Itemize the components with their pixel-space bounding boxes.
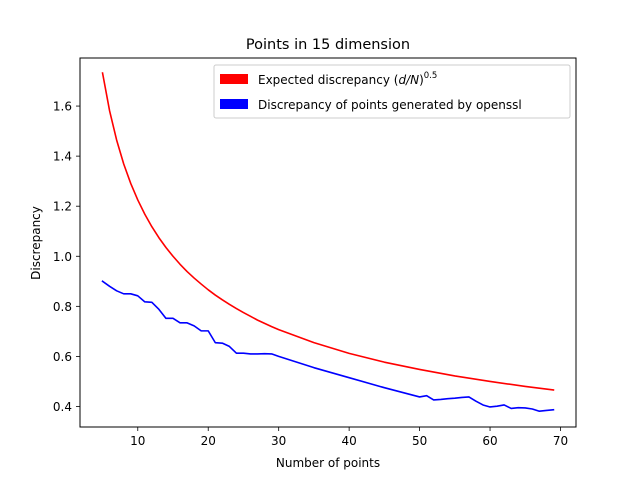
y-tick-label: 1.2 xyxy=(53,200,72,214)
plot-frame xyxy=(79,57,577,428)
series-line-1 xyxy=(101,280,555,413)
legend-swatch-openssl xyxy=(220,99,248,109)
y-tick-label: 1.6 xyxy=(53,100,72,114)
y-tick-label: 0.4 xyxy=(53,400,72,414)
y-tick-label: 1.0 xyxy=(53,250,72,264)
chart-title: Points in 15 dimension xyxy=(246,37,410,53)
y-tick-label: 0.6 xyxy=(53,350,72,364)
y-tick-label: 1.4 xyxy=(53,150,72,164)
x-tick-label: 10 xyxy=(130,434,145,448)
legend: Expected discrepancy (d/N)0.5 Discrepanc… xyxy=(213,64,571,119)
legend-swatch-expected xyxy=(220,74,248,84)
x-tick-label: 60 xyxy=(482,434,497,448)
x-tick-label: 30 xyxy=(271,434,286,448)
legend-label-openssl: Discrepancy of points generated by opens… xyxy=(258,98,522,112)
y-axis-label: Discrepancy xyxy=(29,206,43,280)
legend-label-expected: Expected discrepancy (d/N)0.5 xyxy=(258,71,437,87)
y-tick-label: 0.8 xyxy=(53,300,72,314)
ticks-layer: 10 20 30 40 50 60 70 0.4 0.6 0.8 1.0 1.2 1.4 1.6 xyxy=(53,100,568,448)
series-layer xyxy=(101,72,555,413)
x-tick-label: 70 xyxy=(553,434,568,448)
x-tick-label: 40 xyxy=(341,434,356,448)
legend-box xyxy=(213,64,571,119)
x-tick-label: 50 xyxy=(412,434,427,448)
x-tick-label: 20 xyxy=(201,434,216,448)
series-line-0 xyxy=(101,72,555,391)
x-axis-label: Number of points xyxy=(276,456,380,470)
